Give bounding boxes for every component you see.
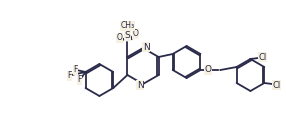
Text: O: O [132, 29, 138, 39]
Text: O: O [116, 34, 122, 42]
Text: Cl: Cl [258, 52, 267, 61]
Text: O: O [205, 66, 212, 74]
Text: N: N [137, 81, 143, 89]
Text: F: F [74, 66, 78, 74]
Text: CH₃: CH₃ [120, 22, 134, 30]
Text: Cl: Cl [272, 81, 281, 89]
Text: S: S [124, 31, 130, 40]
Text: F: F [78, 76, 82, 84]
Text: N: N [143, 42, 149, 51]
Text: F: F [67, 72, 72, 81]
